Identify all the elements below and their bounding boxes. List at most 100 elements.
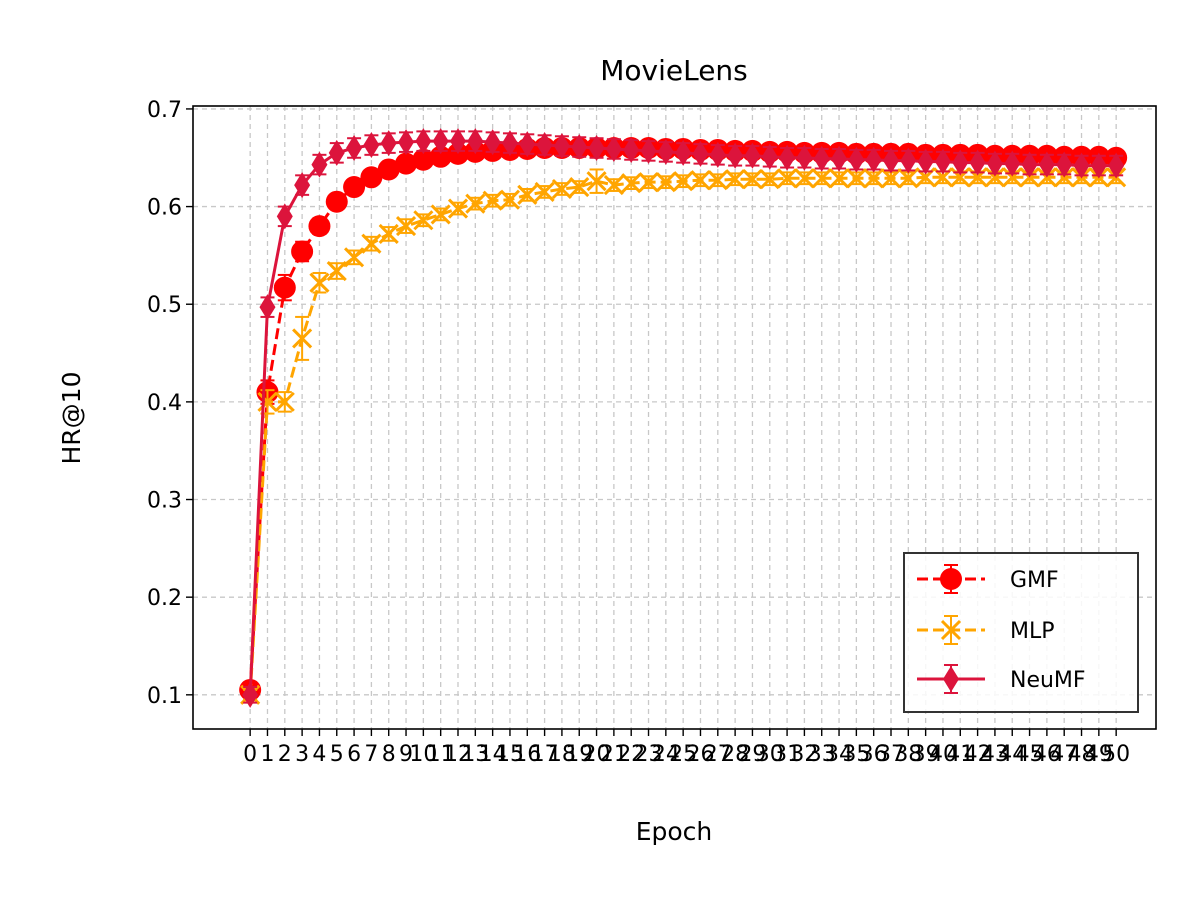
data-point-mlp — [499, 189, 521, 210]
x-tick-label: 4 — [312, 742, 326, 767]
data-point-neumf — [796, 144, 813, 171]
data-point-mlp — [690, 170, 711, 191]
data-point-mlp — [673, 171, 694, 192]
x-tick-label: 6 — [347, 742, 361, 767]
x-marker-stroke — [707, 170, 728, 191]
x-marker-stroke — [638, 172, 659, 193]
data-point-mlp — [967, 167, 988, 188]
x-marker-stroke — [898, 168, 919, 189]
data-point-neumf — [865, 146, 882, 173]
y-tick-label: 0.5 — [147, 293, 182, 318]
data-point-mlp — [257, 391, 278, 412]
data-point-neumf — [294, 172, 311, 199]
data-point-neumf — [1038, 151, 1055, 178]
x-marker-stroke — [725, 169, 746, 190]
x-tick-label: 15 — [496, 742, 524, 767]
x-tick-label: 34 — [825, 742, 853, 767]
data-point-mlp — [534, 181, 555, 202]
y-tick-label: 0.4 — [147, 391, 182, 416]
data-point-neumf — [727, 142, 744, 169]
data-point-mlp — [344, 247, 365, 268]
x-tick-label: 12 — [444, 742, 472, 767]
x-marker-stroke — [863, 168, 884, 189]
data-point-neumf — [744, 142, 761, 169]
legend-marker-gmf — [940, 568, 962, 590]
data-point-neumf — [328, 139, 345, 166]
data-point-neumf — [1021, 151, 1038, 178]
data-point-gmf — [360, 166, 383, 189]
data-point-mlp — [725, 169, 746, 190]
x-marker-stroke — [984, 167, 1005, 188]
x-marker-stroke — [759, 169, 780, 190]
x-marker-stroke — [292, 328, 313, 349]
data-point-mlp — [828, 168, 850, 189]
x-marker-stroke — [361, 233, 382, 254]
x-tick-label: 42 — [964, 742, 992, 767]
x-axis-label: Epoch — [636, 817, 713, 846]
x-marker-stroke — [967, 167, 988, 188]
data-point-neumf — [934, 148, 951, 175]
x-tick-label: 23 — [635, 742, 663, 767]
data-point-neumf — [917, 148, 934, 175]
data-point-neumf — [449, 128, 466, 155]
x-tick-label: 20 — [583, 742, 611, 767]
data-point-neumf — [969, 149, 986, 176]
x-tick-label: 32 — [790, 742, 818, 767]
x-tick-label: 22 — [617, 742, 645, 767]
data-point-gmf — [308, 215, 331, 238]
data-point-mlp — [811, 168, 832, 189]
data-point-neumf — [900, 147, 917, 174]
data-point-neumf — [363, 132, 380, 159]
data-point-neumf — [588, 134, 605, 161]
x-tick-label: 10 — [409, 742, 437, 767]
data-point-neumf — [398, 129, 415, 156]
data-point-neumf — [415, 128, 432, 155]
x-tick-label: 31 — [773, 742, 801, 767]
data-point-neumf — [779, 144, 796, 171]
x-marker-stroke — [603, 175, 624, 196]
x-marker-stroke — [1002, 167, 1023, 188]
x-tick-label: 18 — [548, 742, 576, 767]
x-marker-stroke — [274, 391, 295, 412]
x-tick-label: 17 — [531, 742, 559, 767]
data-point-neumf — [848, 146, 865, 173]
x-tick-label: 39 — [912, 742, 940, 767]
data-point-mlp — [482, 190, 503, 211]
data-point-neumf — [432, 128, 449, 155]
data-point-neumf — [380, 130, 397, 157]
x-tick-label: 50 — [1102, 742, 1130, 767]
y-tick-label: 0.3 — [147, 489, 182, 514]
x-tick-label: 13 — [461, 742, 489, 767]
data-point-neumf — [709, 141, 726, 168]
data-point-neumf — [675, 139, 692, 166]
data-point-mlp — [984, 167, 1005, 188]
data-point-mlp — [707, 170, 728, 191]
x-tick-label: 40 — [929, 742, 957, 767]
data-point-mlp — [742, 169, 763, 190]
x-tick-label: 43 — [981, 742, 1009, 767]
data-point-mlp — [880, 168, 902, 189]
x-tick-label: 29 — [738, 742, 766, 767]
x-tick-label: 7 — [364, 742, 378, 767]
data-point-gmf — [343, 176, 366, 199]
x-marker-stroke — [344, 247, 365, 268]
data-point-neumf — [571, 134, 588, 161]
x-axis: 0 1 2 3 4 5 6 7 8 9101112131415161718192021222324… — [243, 729, 1130, 767]
x-tick-label: 38 — [894, 742, 922, 767]
data-point-gmf — [412, 148, 435, 171]
x-marker-stroke — [465, 193, 486, 214]
data-point-neumf — [623, 136, 640, 163]
y-tick-label: 0.2 — [147, 586, 182, 611]
x-marker-stroke — [309, 272, 330, 293]
legend-marker-mlp — [940, 619, 962, 641]
x-tick-label: 46 — [1033, 742, 1061, 767]
y-axis-label: HR@10 — [57, 372, 86, 465]
x-marker-stroke — [257, 391, 278, 412]
data-point-mlp — [655, 172, 676, 193]
y-axis: 0.1 0.2 0.3 0.4 0.5 0.6 0.7 — [147, 98, 193, 709]
x-marker-stroke — [378, 223, 399, 244]
data-point-neumf — [1004, 150, 1021, 177]
x-tick-label: 30 — [756, 742, 784, 767]
x-marker-stroke — [586, 171, 607, 192]
